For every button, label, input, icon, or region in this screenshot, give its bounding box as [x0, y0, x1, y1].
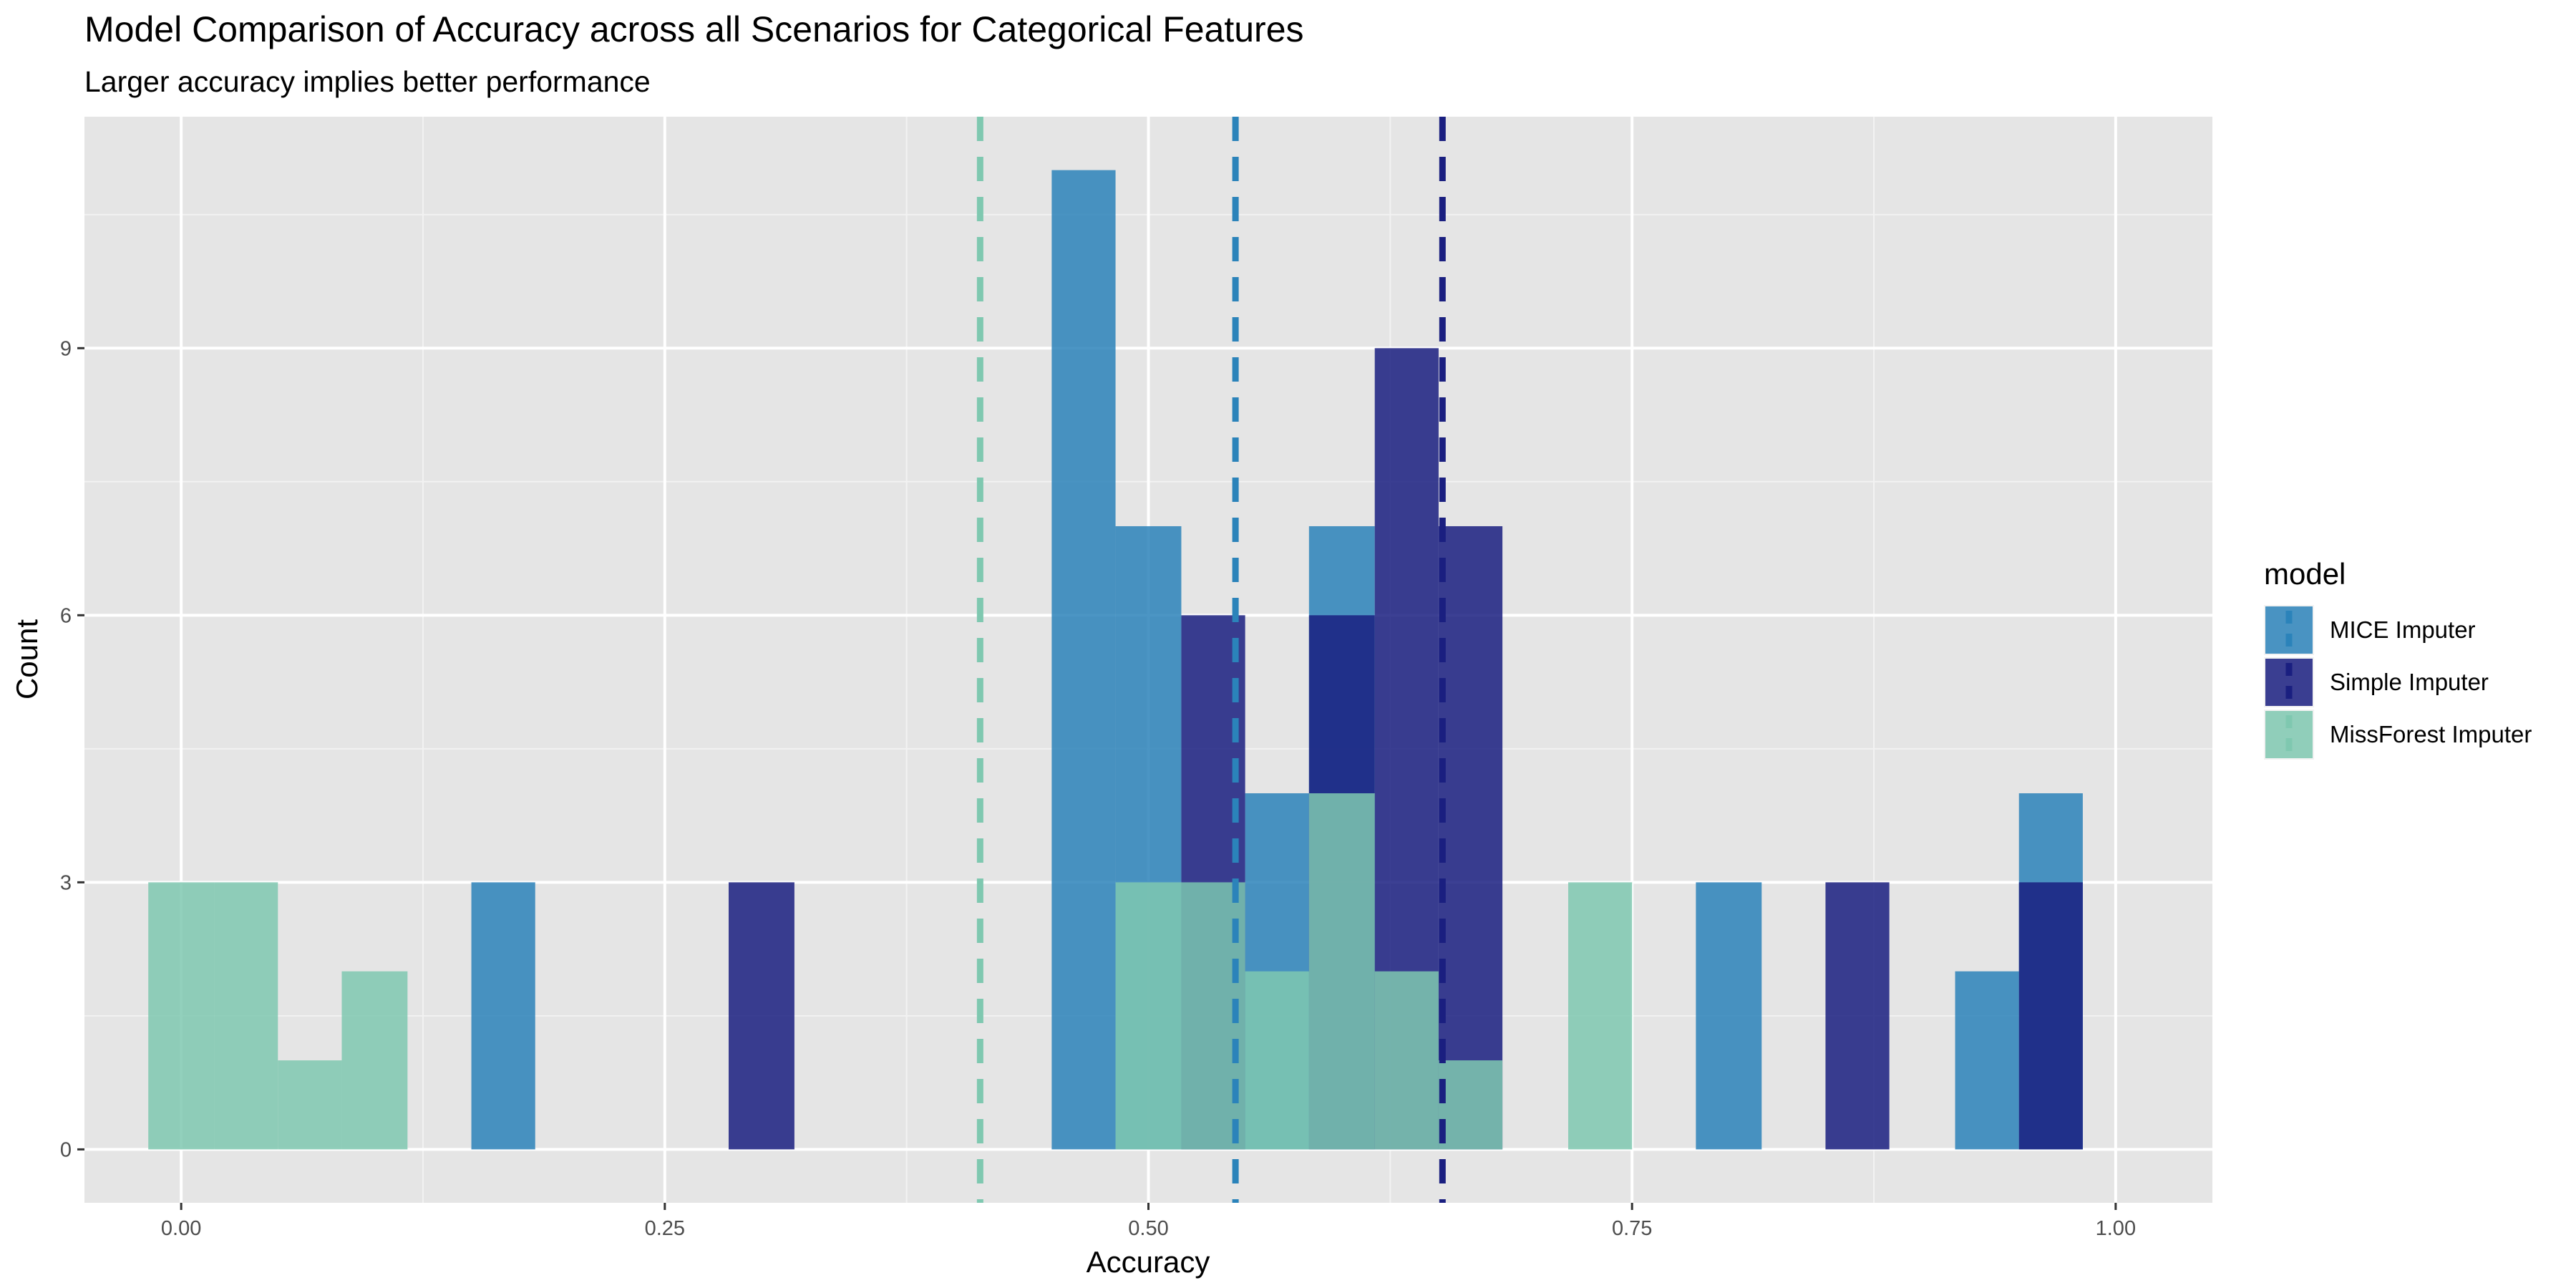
- histogram-bar: [278, 1060, 342, 1150]
- histogram-bar: [1374, 971, 1439, 1150]
- histogram-bar: [1115, 882, 1182, 1150]
- y-axis-title: Count: [10, 619, 44, 699]
- histogram-bar: [214, 882, 278, 1150]
- histogram-bar: [1438, 1060, 1503, 1150]
- x-axis-title: Accuracy: [1087, 1245, 1210, 1279]
- histogram-bar: [1438, 526, 1503, 1150]
- legend: model MICE Imputer Simple Imputer MissFore…: [2264, 557, 2532, 760]
- y-tick-label: 6: [60, 604, 72, 627]
- chart-subtitle: Larger accuracy implies better performan…: [84, 65, 651, 98]
- legend-item: MissForest Imputer: [2264, 710, 2532, 760]
- series-missforest-imputer: [148, 793, 1633, 1150]
- legend-label: Simple Imputer: [2330, 669, 2489, 695]
- histogram-bar: [1696, 882, 1762, 1150]
- histogram-bar: [729, 882, 794, 1150]
- legend-item: MICE Imputer: [2264, 605, 2476, 655]
- y-tick-label: 9: [60, 337, 72, 360]
- histogram-bar: [1245, 971, 1309, 1150]
- x-tick-label: 0.50: [1128, 1217, 1168, 1240]
- chart-title: Model Comparison of Accuracy across all …: [84, 9, 1304, 49]
- histogram-bar: [148, 882, 215, 1150]
- legend-label: MICE Imputer: [2330, 616, 2476, 643]
- x-tick-label: 0.25: [645, 1217, 685, 1240]
- y-tick-label: 3: [60, 871, 72, 894]
- x-axis: 0.00 0.25 0.50 0.75 1.00: [161, 1203, 2136, 1240]
- x-tick-label: 0.00: [161, 1217, 201, 1240]
- legend-label: MissForest Imputer: [2330, 721, 2532, 747]
- y-axis: 0 3 6 9: [60, 337, 84, 1161]
- x-tick-label: 0.75: [1612, 1217, 1652, 1240]
- legend-title: model: [2264, 557, 2346, 591]
- y-tick-label: 0: [60, 1138, 72, 1161]
- histogram-bar: [1825, 882, 1890, 1150]
- mean-lines: [976, 117, 1446, 1203]
- legend-item: Simple Imputer: [2264, 657, 2489, 707]
- histogram-bars: [148, 170, 2083, 1150]
- x-tick-label: 1.00: [2096, 1217, 2136, 1240]
- histogram-bar: [1955, 971, 2019, 1150]
- histogram-bar: [1568, 882, 1633, 1150]
- histogram-bar: [1051, 170, 1116, 1150]
- histogram-bar: [341, 971, 408, 1150]
- histogram-bar: [1308, 793, 1375, 1150]
- histogram-bar: [2018, 882, 2083, 1150]
- histogram-bar: [471, 882, 535, 1150]
